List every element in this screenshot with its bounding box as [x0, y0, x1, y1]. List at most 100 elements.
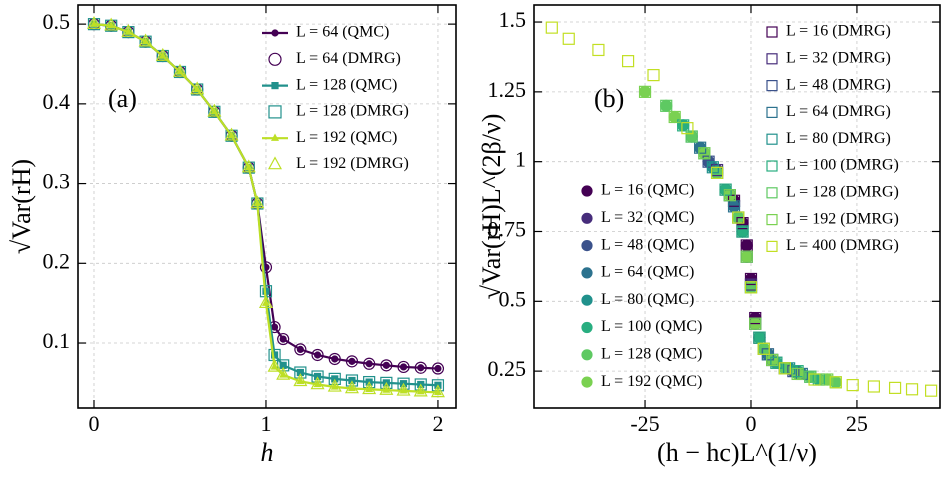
panel-label: (b) [594, 84, 624, 113]
marker [380, 359, 393, 372]
marker [382, 385, 391, 393]
marker [296, 345, 304, 354]
y-tick-label: 0.1 [43, 328, 71, 353]
marker [581, 294, 593, 306]
legend-label: L = 16 (DMRG) [786, 23, 891, 40]
marker [638, 85, 652, 98]
legend-label: L = 128 (QMC) [296, 76, 397, 93]
marker [279, 335, 287, 343]
marker [277, 332, 290, 346]
marker [271, 81, 279, 90]
marker [121, 23, 136, 37]
marker [344, 380, 359, 394]
marker [191, 83, 204, 96]
y-tick-label: 0.5 [499, 286, 527, 311]
marker [581, 321, 593, 334]
marker [430, 384, 445, 398]
marker [267, 358, 282, 372]
x-tick-label: 1 [260, 411, 271, 436]
marker [399, 386, 408, 394]
marker [757, 342, 770, 355]
legend-label: L = 16 (QMC) [601, 182, 694, 199]
marker [270, 362, 279, 370]
marker [744, 281, 758, 294]
legend-label: L = 100 (DMRG) [786, 157, 899, 174]
y-tick-label: 0.5 [43, 9, 71, 34]
marker [766, 187, 778, 199]
marker [766, 106, 778, 119]
marker [766, 79, 778, 92]
marker [681, 122, 694, 135]
marker [276, 366, 291, 380]
marker [766, 240, 778, 252]
marker [417, 364, 425, 372]
marker [86, 15, 101, 29]
marker [396, 382, 411, 396]
marker [270, 351, 279, 359]
marker [267, 156, 283, 170]
legend-label: L = 80 (QMC) [601, 291, 694, 308]
marker [905, 383, 919, 396]
marker [327, 378, 342, 392]
marker [753, 331, 766, 344]
legend-label: L = 48 (DMRG) [786, 76, 891, 93]
marker [250, 195, 265, 209]
y-tick-label: 0.3 [43, 169, 71, 194]
marker [362, 381, 377, 395]
marker [227, 131, 236, 139]
marker [732, 211, 745, 224]
marker [698, 147, 711, 160]
marker [241, 159, 256, 173]
marker [173, 65, 187, 79]
y-tick-label: 1.5 [499, 7, 527, 32]
legend-label: L = 192 (QMC) [296, 129, 397, 146]
marker [244, 162, 253, 171]
marker [313, 351, 322, 359]
marker [328, 352, 341, 366]
marker [562, 32, 575, 45]
marker [293, 373, 308, 387]
marker [104, 17, 119, 31]
marker [888, 381, 902, 394]
marker [124, 27, 133, 35]
marker [668, 110, 681, 124]
marker [365, 360, 373, 368]
marker [766, 214, 778, 226]
marker [414, 361, 427, 374]
marker [89, 19, 98, 27]
marker [259, 261, 273, 274]
x-tick-label: -25 [630, 411, 659, 436]
x-tick-label: 0 [88, 411, 99, 436]
legend-label: L = 192 (DMRG) [786, 210, 899, 227]
marker [740, 250, 753, 263]
marker [766, 353, 779, 367]
y-axis-label: √Var(rH) [7, 159, 36, 254]
marker [677, 119, 690, 132]
marker [581, 240, 593, 252]
marker [821, 373, 834, 386]
marker [647, 68, 660, 82]
legend-label: L = 48 (QMC) [601, 236, 694, 253]
marker [210, 107, 219, 115]
marker [330, 382, 339, 390]
marker [668, 110, 681, 124]
x-axis-label: h [261, 438, 274, 467]
marker [581, 185, 593, 197]
marker [122, 26, 135, 39]
marker [416, 386, 425, 395]
marker [268, 52, 282, 66]
marker [158, 51, 167, 59]
marker [379, 381, 394, 395]
marker [434, 364, 442, 373]
marker [710, 166, 724, 179]
marker [808, 373, 821, 386]
marker [190, 81, 205, 95]
marker [791, 367, 804, 381]
legend-label: L = 192 (QMC) [601, 373, 702, 390]
marker [766, 26, 778, 38]
marker [581, 349, 593, 361]
marker [592, 43, 605, 57]
legend-label: L = 64 (QMC) [296, 24, 389, 41]
